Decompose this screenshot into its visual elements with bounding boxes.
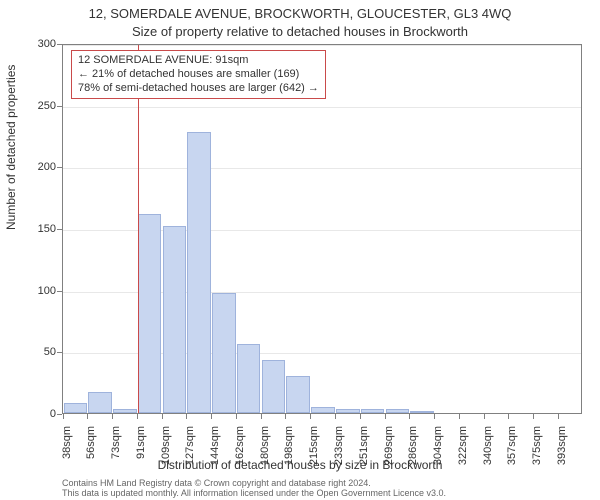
histogram-bar (410, 411, 434, 413)
x-tick-label: 286sqm (407, 426, 419, 486)
x-tick-mark (360, 414, 361, 419)
x-tick-mark (533, 414, 534, 419)
x-tick-mark (186, 414, 187, 419)
x-tick-mark (335, 414, 336, 419)
y-tick-mark (57, 44, 62, 45)
x-tick-mark (285, 414, 286, 419)
x-tick-label: 73sqm (110, 426, 122, 486)
y-tick-label: 0 (16, 408, 56, 420)
y-tick-label: 150 (16, 223, 56, 235)
x-tick-label: 375sqm (531, 426, 543, 486)
y-tick-mark (57, 352, 62, 353)
x-tick-mark (558, 414, 559, 419)
annotation-line-1: 12 SOMERDALE AVENUE: 91sqm (78, 54, 319, 68)
x-tick-mark (484, 414, 485, 419)
histogram-bar (386, 409, 410, 413)
annotation-line-3: 78% of semi-detached houses are larger (… (78, 82, 319, 96)
x-tick-label: 127sqm (184, 426, 196, 486)
x-tick-label: 162sqm (234, 426, 246, 486)
y-tick-label: 50 (16, 346, 56, 358)
y-tick-mark (57, 167, 62, 168)
x-tick-mark (236, 414, 237, 419)
plot-area: 12 SOMERDALE AVENUE: 91sqm ← 21% of deta… (62, 44, 582, 414)
grid-line (63, 45, 581, 46)
x-tick-mark (162, 414, 163, 419)
x-tick-label: 269sqm (383, 426, 395, 486)
x-tick-label: 56sqm (85, 426, 97, 486)
histogram-bar (311, 407, 335, 413)
x-tick-label: 304sqm (432, 426, 444, 486)
x-tick-label: 357sqm (506, 426, 518, 486)
x-tick-mark (385, 414, 386, 419)
title-address: 12, SOMERDALE AVENUE, BROCKWORTH, GLOUCE… (0, 6, 600, 21)
histogram-bar (163, 226, 187, 413)
x-tick-label: 393sqm (556, 426, 568, 486)
x-tick-label: 91sqm (135, 426, 147, 486)
histogram-bar (88, 392, 112, 413)
x-tick-mark (508, 414, 509, 419)
histogram-bar (262, 360, 286, 413)
x-tick-mark (137, 414, 138, 419)
x-tick-label: 322sqm (457, 426, 469, 486)
x-tick-mark (87, 414, 88, 419)
x-tick-label: 180sqm (259, 426, 271, 486)
x-tick-label: 38sqm (61, 426, 73, 486)
grid-line (63, 168, 581, 169)
histogram-bar (64, 403, 88, 413)
histogram-bar (212, 293, 236, 413)
y-tick-label: 250 (16, 100, 56, 112)
x-tick-mark (112, 414, 113, 419)
grid-line (63, 107, 581, 108)
x-tick-label: 340sqm (482, 426, 494, 486)
y-tick-mark (57, 229, 62, 230)
x-tick-mark (63, 414, 64, 419)
title-subtitle: Size of property relative to detached ho… (0, 24, 600, 39)
x-tick-label: 251sqm (358, 426, 370, 486)
x-tick-label: 198sqm (283, 426, 295, 486)
attribution-line-2: This data is updated monthly. All inform… (62, 488, 446, 498)
x-tick-label: 144sqm (209, 426, 221, 486)
histogram-bar (187, 132, 211, 413)
x-tick-mark (434, 414, 435, 419)
histogram-bar (361, 409, 385, 413)
histogram-bar (237, 344, 261, 413)
marker-line (138, 45, 139, 413)
x-tick-mark (459, 414, 460, 419)
y-tick-mark (57, 414, 62, 415)
x-tick-label: 109sqm (160, 426, 172, 486)
y-tick-label: 100 (16, 285, 56, 297)
annotation-box: 12 SOMERDALE AVENUE: 91sqm ← 21% of deta… (71, 50, 326, 99)
annotation-line-2: ← 21% of detached houses are smaller (16… (78, 68, 319, 82)
x-tick-label: 215sqm (308, 426, 320, 486)
y-tick-label: 200 (16, 161, 56, 173)
histogram-bar (336, 409, 360, 413)
y-tick-mark (57, 106, 62, 107)
x-tick-mark (211, 414, 212, 419)
figure: 12, SOMERDALE AVENUE, BROCKWORTH, GLOUCE… (0, 0, 600, 500)
x-tick-label: 233sqm (333, 426, 345, 486)
y-axis-title: Number of detached properties (4, 65, 18, 230)
x-tick-mark (261, 414, 262, 419)
x-tick-mark (310, 414, 311, 419)
y-tick-label: 300 (16, 38, 56, 50)
y-tick-mark (57, 291, 62, 292)
histogram-bar (113, 409, 137, 413)
x-tick-mark (409, 414, 410, 419)
histogram-bar (286, 376, 310, 413)
histogram-bar (138, 214, 162, 413)
